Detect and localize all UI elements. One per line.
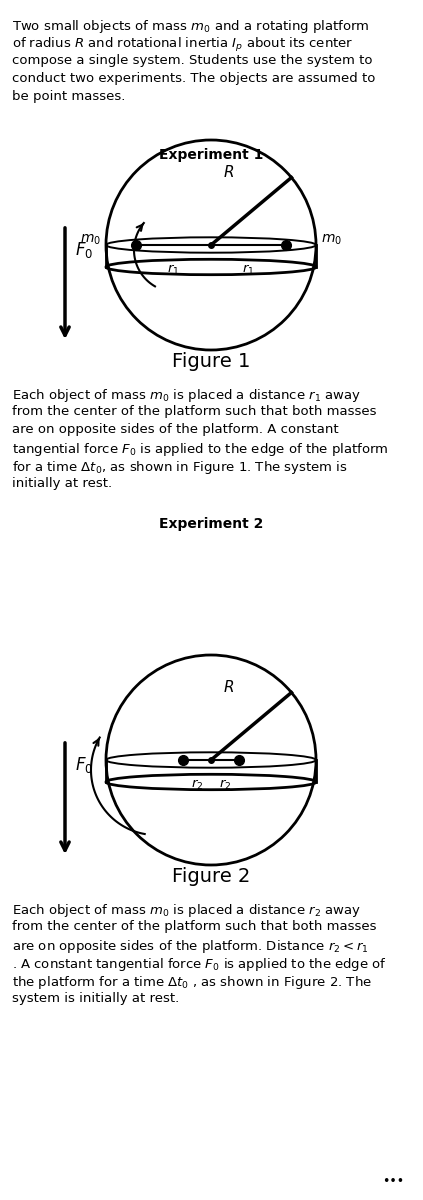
Text: Experiment 2: Experiment 2 [159, 517, 264, 530]
Text: $F_0$: $F_0$ [75, 240, 93, 260]
Text: for a time $\Delta t_0$, as shown in Figure 1. The system is: for a time $\Delta t_0$, as shown in Fig… [12, 458, 348, 476]
Text: $m_0$: $m_0$ [80, 233, 101, 247]
Text: the platform for a time $\Delta t_0$ , as shown in Figure 2. The: the platform for a time $\Delta t_0$ , a… [12, 974, 372, 991]
Text: $r_2$: $r_2$ [191, 778, 203, 792]
Text: $F_0$: $F_0$ [75, 755, 93, 775]
Text: Each object of mass $m_0$ is placed a distance $r_1$ away: Each object of mass $m_0$ is placed a di… [12, 386, 361, 404]
Text: be point masses.: be point masses. [12, 90, 125, 103]
Text: are on opposite sides of the platform. Distance $r_2 < r_1$: are on opposite sides of the platform. D… [12, 938, 368, 955]
Text: from the center of the platform such that both masses: from the center of the platform such tha… [12, 404, 376, 418]
Text: Two small objects of mass $m_0$ and a rotating platform: Two small objects of mass $m_0$ and a ro… [12, 18, 370, 35]
Text: system is initially at rest.: system is initially at rest. [12, 992, 179, 1006]
Text: Experiment 1: Experiment 1 [159, 148, 264, 162]
Text: conduct two experiments. The objects are assumed to: conduct two experiments. The objects are… [12, 72, 375, 85]
Text: $r_2$: $r_2$ [219, 778, 231, 792]
Text: Figure 1: Figure 1 [172, 352, 251, 371]
Text: initially at rest.: initially at rest. [12, 476, 112, 490]
Text: compose a single system. Students use the system to: compose a single system. Students use th… [12, 54, 373, 67]
Text: from the center of the platform such that both masses: from the center of the platform such tha… [12, 920, 376, 934]
Text: Figure 2: Figure 2 [172, 866, 251, 886]
Text: . A constant tangential force $F_0$ is applied to the edge of: . A constant tangential force $F_0$ is a… [12, 956, 387, 973]
Text: of radius $R$ and rotational inertia $I_p$ about its center: of radius $R$ and rotational inertia $I_… [12, 36, 353, 54]
Text: $r_1$: $r_1$ [167, 263, 180, 277]
Text: Each object of mass $m_0$ is placed a distance $r_2$ away: Each object of mass $m_0$ is placed a di… [12, 902, 361, 919]
Text: $R$: $R$ [223, 164, 234, 180]
Text: $r_1$: $r_1$ [242, 263, 255, 277]
Text: are on opposite sides of the platform. A constant: are on opposite sides of the platform. A… [12, 422, 339, 436]
Text: •••: ••• [382, 1175, 404, 1188]
Text: $R$: $R$ [223, 679, 234, 695]
Text: tangential force $F_0$ is applied to the edge of the platform: tangential force $F_0$ is applied to the… [12, 440, 388, 458]
Text: $m_0$: $m_0$ [321, 233, 342, 247]
